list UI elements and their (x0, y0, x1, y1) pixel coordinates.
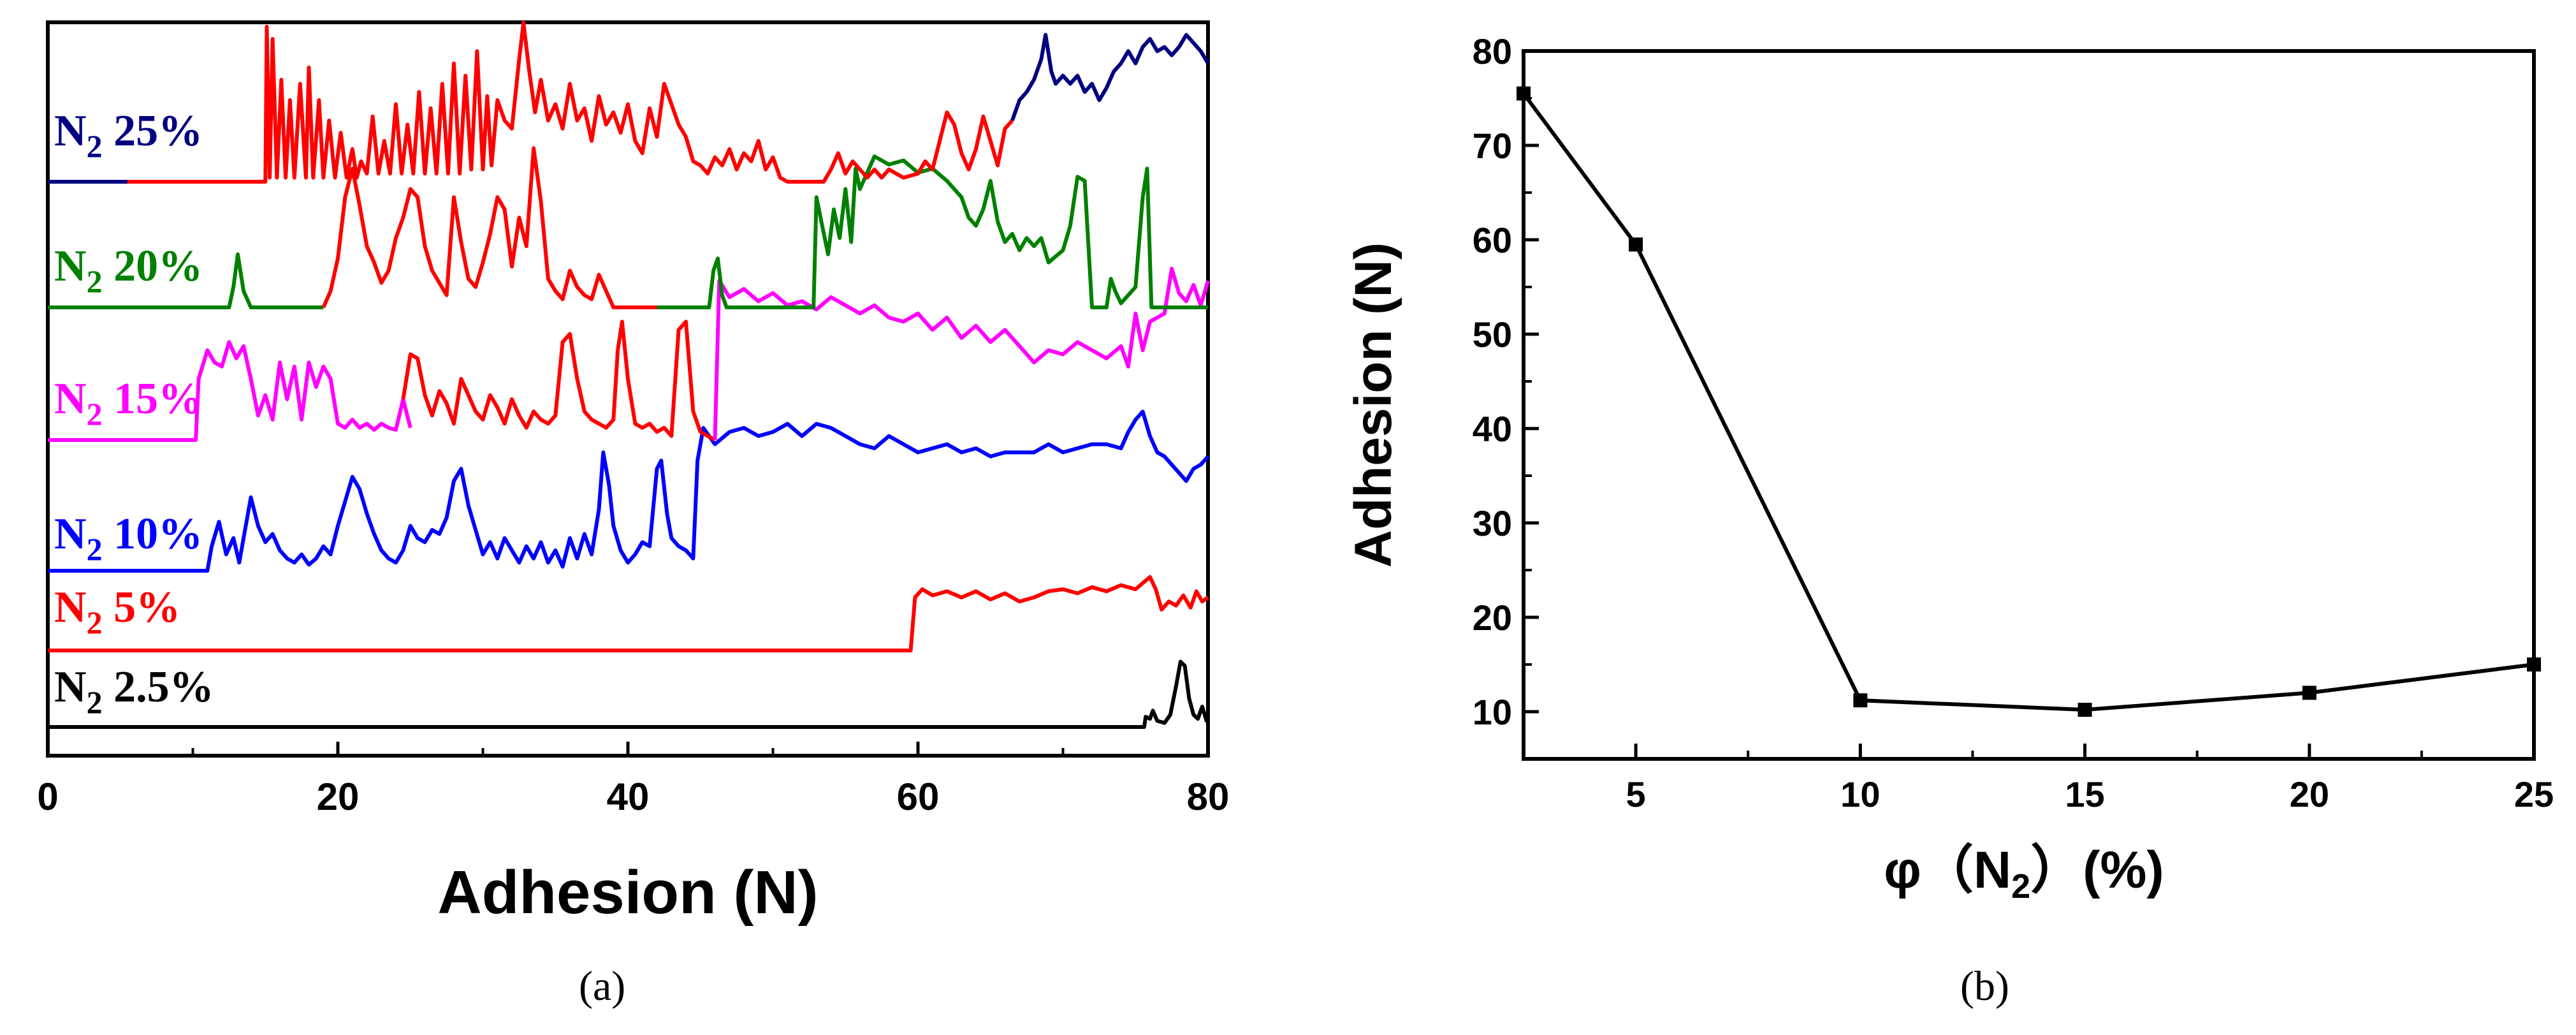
panel-b: 5 10 15 20 25 10 20 30 40 50 60 70 80 Adhesion (N) φ… (1344, 31, 2554, 1009)
series-label-rest: 25% (103, 106, 203, 156)
panel-b-x-axis-title: φ（N2）(%) (1884, 841, 2164, 906)
panel-b-y-tick-label: 40 (1473, 409, 1512, 449)
series-label: N2 25% (54, 106, 203, 164)
series-line-4-1 (321, 146, 657, 309)
series-label: N2 2.5% (54, 663, 214, 720)
series-label: N2 20% (54, 242, 203, 299)
panel-b-y-axis-title: Adhesion (N) (1344, 242, 1402, 568)
panel-b-x-tick-label: 15 (2065, 774, 2104, 814)
series-label-sub: 2 (87, 128, 103, 164)
panel-b-point-marker (2302, 686, 2317, 700)
panel-b-point-marker (2078, 703, 2092, 717)
series-line-5-2 (1010, 33, 1210, 122)
panel-b-line (1522, 92, 2535, 712)
panel-b-point-marker (2527, 657, 2541, 672)
series-label-sub: 2 (87, 605, 103, 640)
series-label-rest: 5% (103, 583, 181, 632)
series-label-rest: 20% (103, 242, 203, 291)
series-label-main: N (54, 374, 87, 423)
series-line-3-1 (401, 319, 716, 442)
panel-b-y-tick-label: 60 (1473, 220, 1512, 260)
series-label: N2 10% (54, 510, 203, 567)
panel-b-x-axis-title-suffix: ）(%) (2030, 841, 2164, 899)
panel-b-label: (b) (1960, 963, 2009, 1009)
panel-a-x-tick-label: 40 (607, 775, 650, 818)
panel-a-series (48, 20, 1210, 729)
panel-b-x-tick-label: 25 (2514, 774, 2554, 814)
series-line-4-2 (657, 154, 1208, 309)
series-label-rest: 10% (103, 510, 203, 559)
panel-a-series-labels: N2 2.5%N2 5%N2 10%N2 15%N2 20%N2 25% (54, 106, 214, 720)
series-label-main: N (54, 663, 87, 712)
panel-a-x-tick-label: 80 (1187, 775, 1230, 818)
panel-b-y-tick-label: 70 (1473, 126, 1512, 166)
series-label-sub: 2 (87, 263, 103, 299)
series-line-3-0 (48, 340, 412, 442)
panel-b-x-tick-label: 5 (1626, 774, 1646, 814)
panel-b-plot (1517, 86, 2541, 717)
panel-b-x-tick-label: 10 (1840, 774, 1880, 814)
panel-b-point-marker (1629, 237, 1643, 252)
panel-b-x-axis-title-prefix: φ（N (1884, 841, 2011, 899)
panel-b-y-tick-label: 10 (1473, 692, 1512, 732)
series-line-0-0 (48, 659, 1209, 729)
panel-a-x-tick-label: 60 (897, 775, 940, 818)
panel-b-x-axis-title-sub: 2 (2011, 867, 2030, 906)
series-label: N2 5% (54, 583, 180, 640)
panel-a: 0 20 40 60 80 N2 2.5%N2 5%N2 10%N2 15%N2 20%… (37, 20, 1229, 1009)
series-label-sub: 2 (87, 684, 103, 720)
panel-a-x-axis-title: Adhesion (N) (437, 858, 818, 927)
series-label-sub: 2 (87, 531, 103, 567)
panel-b-y-tick-label: 80 (1473, 31, 1512, 71)
series-label-rest: 2.5% (103, 663, 214, 712)
panel-b-ticks: 5 10 15 20 25 10 20 30 40 50 60 70 80 (1473, 31, 2554, 814)
panel-b-x-tick-label: 20 (2290, 774, 2329, 814)
panel-a-x-tick-label: 0 (37, 775, 58, 818)
series-label-rest: 15% (103, 374, 203, 423)
series-line-3-2 (713, 267, 1210, 441)
panel-b-point-marker (1853, 693, 1868, 708)
series-label: N2 15% (54, 374, 203, 432)
panel-a-x-tick-label: 20 (317, 775, 360, 818)
series-label-main: N (54, 106, 87, 156)
series-line-4-0 (48, 252, 324, 309)
series-line-5-1 (127, 20, 1014, 184)
series-line-1-0 (48, 575, 1209, 652)
series-label-main: N (54, 242, 87, 291)
panel-a-x-ticks: 0 20 40 60 80 (37, 742, 1229, 818)
panel-b-point-marker (1517, 86, 1531, 101)
series-line-2-0 (48, 409, 1210, 573)
series-label-main: N (54, 583, 87, 632)
panel-b-frame (1522, 49, 2536, 761)
series-label-sub: 2 (87, 396, 103, 432)
panel-b-y-tick-label: 30 (1473, 503, 1512, 543)
panel-b-y-tick-label: 50 (1473, 314, 1512, 355)
panel-b-y-tick-label: 20 (1473, 598, 1512, 638)
panel-a-label: (a) (579, 963, 625, 1009)
series-label-main: N (54, 510, 87, 559)
